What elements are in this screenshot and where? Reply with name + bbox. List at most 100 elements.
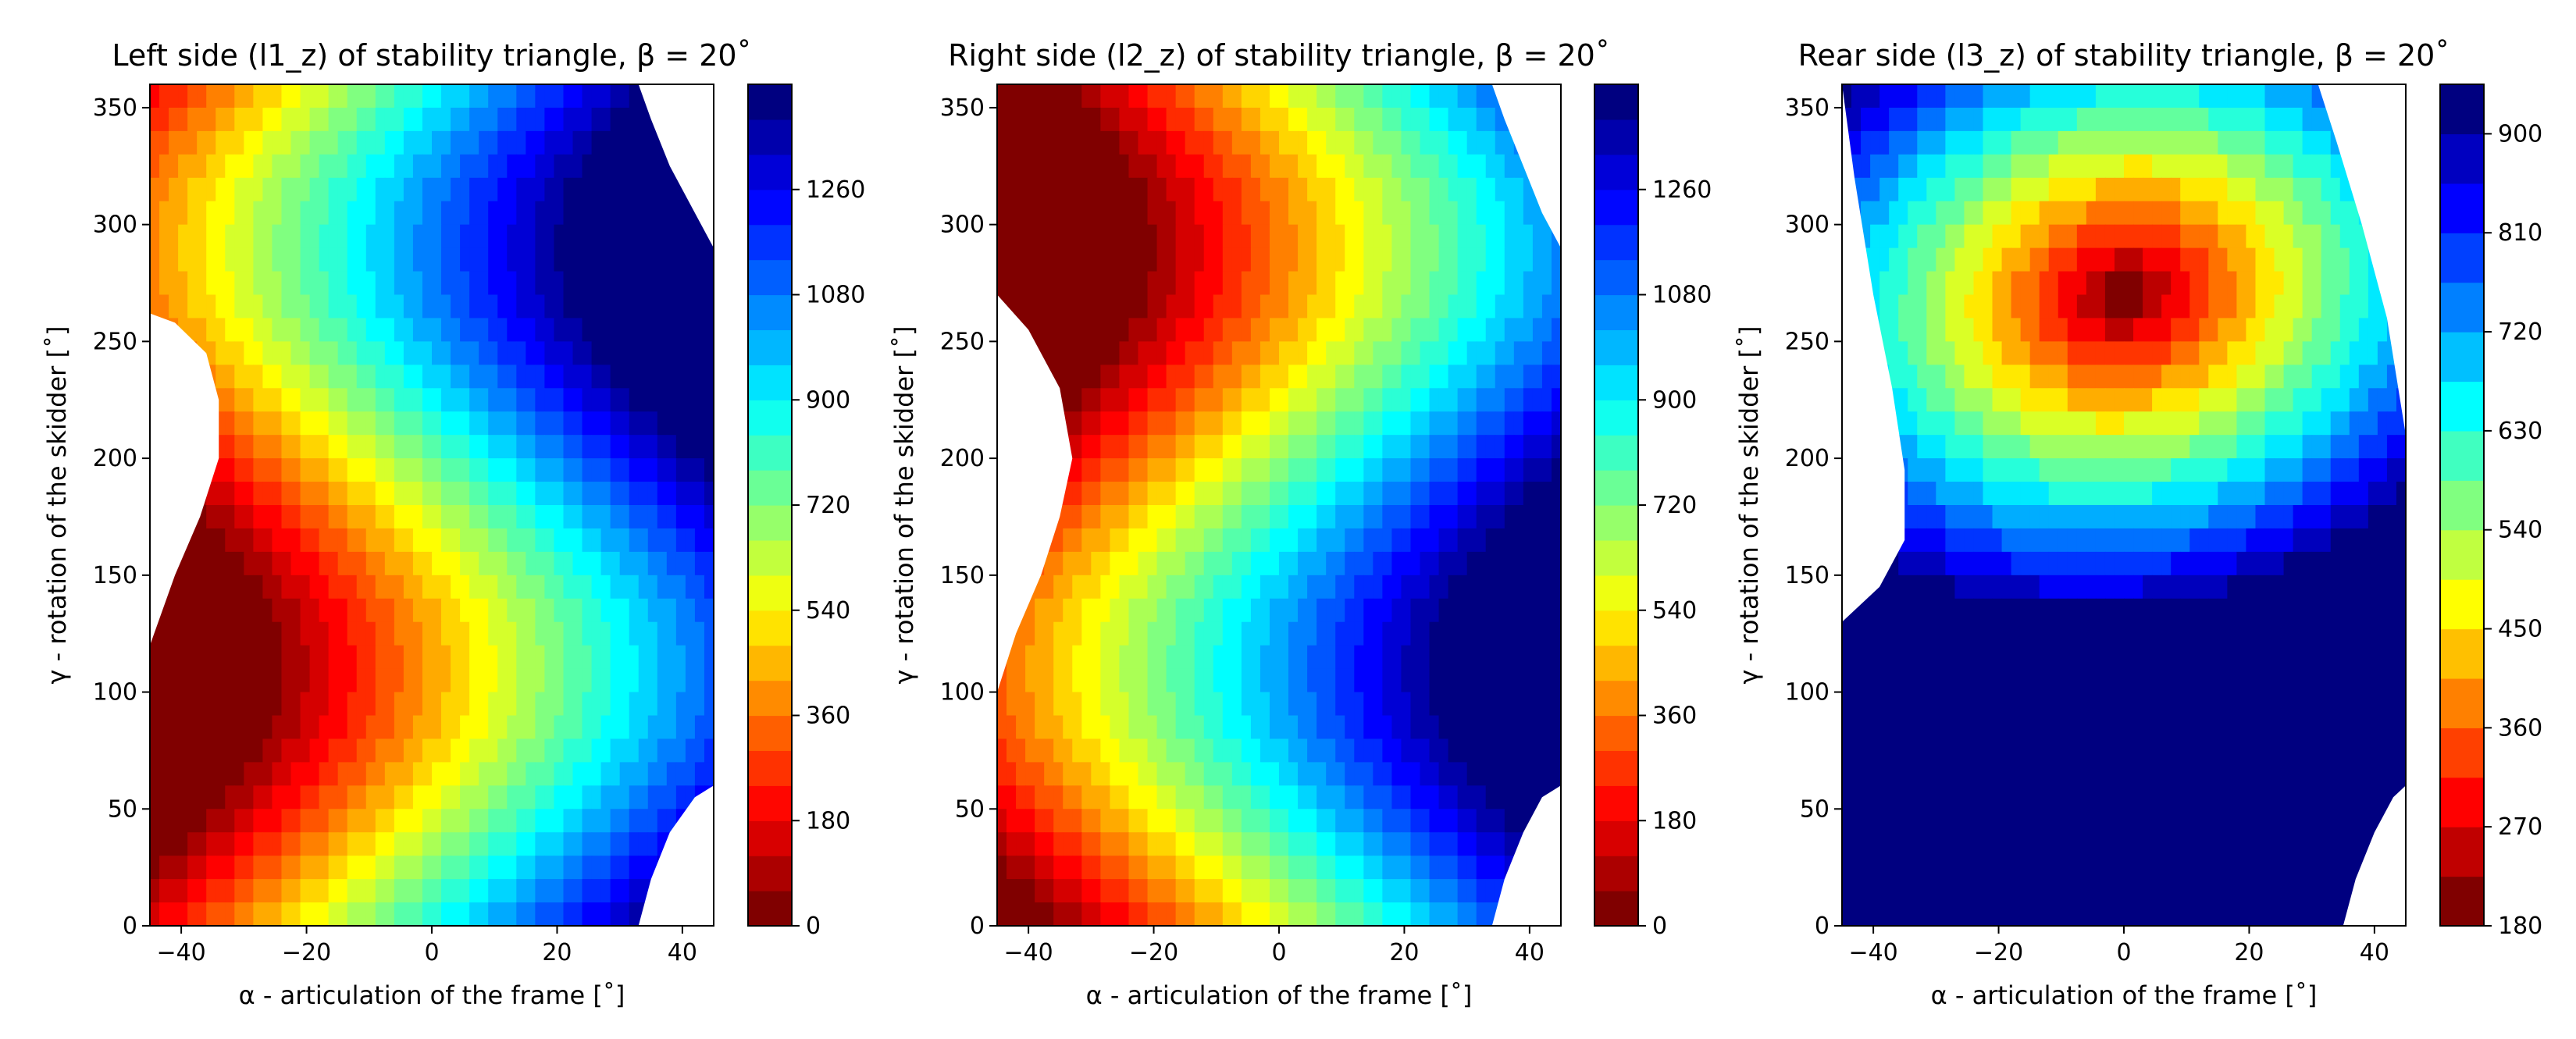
contour-cell [1363,645,1374,670]
contour-cell [1307,177,1317,202]
contour-cell [244,107,254,132]
contour-cell [666,575,677,600]
contour-cell [1401,505,1412,529]
contour-cell [1053,738,1064,763]
contour-cell [666,551,677,576]
contour-cell [2067,201,2078,226]
contour-cell [1363,598,1374,623]
contour-cell [1354,598,1364,623]
contour-cell [1288,621,1299,646]
contour-cell [290,715,301,740]
contour-cell [1091,668,1101,693]
contour-cell [1213,84,1224,109]
contour-cell [1326,856,1336,880]
contour-cell [526,715,536,740]
contour-cell [150,154,160,179]
contour-cell [244,645,254,670]
contour-cell [1194,575,1205,600]
contour-cell [1222,715,1233,740]
contour-cell [600,645,611,670]
contour-cell [412,365,423,389]
contour-cell [1448,692,1459,717]
contour-cell [610,458,621,482]
contour-cell [1259,177,1270,202]
contour-cell [262,575,273,600]
contour-cell [1495,832,1505,856]
contour-cell [1448,224,1459,249]
y-tick-label: 300 [93,212,137,239]
contour-cell [178,575,188,600]
contour-cell [1354,621,1364,646]
contour-cell [1973,201,1984,226]
contour-cell [657,341,668,365]
contour-cell [1926,130,1936,155]
contour-cell [262,785,273,809]
contour-cell [2143,224,2153,249]
contour-cell [1138,621,1149,646]
contour-cell [1382,785,1392,809]
contour-cell [1410,318,1421,342]
contour-cell [451,692,461,717]
contour-cell [1466,177,1477,202]
contour-cell [1345,435,1355,459]
contour-cell [441,365,451,389]
contour-cell [1298,598,1308,623]
contour-cell [1259,482,1270,506]
contour-cell [1861,107,1871,132]
contour-cell [1279,598,1289,623]
contour-cell [187,645,198,670]
contour-cell [1889,177,1899,202]
contour-cell [1466,435,1477,459]
contour-cell [300,84,311,109]
contour-cell [290,154,301,179]
contour-cell [1259,294,1270,319]
contour-cell [600,715,611,740]
contour-cell [526,575,536,600]
contour-cell [619,715,630,740]
contour-cell [619,575,630,600]
contour-cell [507,598,517,623]
contour-cell [647,154,658,179]
contour-cell [1382,645,1392,670]
contour-cell [356,598,367,623]
contour-cell [1504,388,1515,412]
contour-cell [384,856,395,880]
contour-cell [412,318,423,342]
contour-cell [1185,388,1195,412]
contour-cell [1879,107,1890,132]
contour-cell [1532,411,1543,436]
contour-cell [234,458,244,482]
contour-cell [572,738,583,763]
contour-cell [582,879,593,903]
contour-cell [1269,856,1280,880]
contour-cell [1298,551,1308,576]
contour-cell [1072,341,1082,365]
contour-cell [1119,411,1130,436]
contour-cell [619,856,630,880]
contour-cell [384,318,395,342]
contour-cell [1259,832,1270,856]
contour-cell [1138,762,1149,786]
contour-cell [1110,318,1121,342]
contour-cell [178,692,188,717]
contour-cell [281,668,292,693]
contour-cell [1541,294,1552,319]
contour-cell [1495,528,1505,553]
contour-cell [1317,318,1327,342]
contour-cell [479,692,489,717]
contour-cell [206,130,216,155]
contour-cell [610,575,621,600]
contour-cell [2283,84,2294,109]
contour-cell [591,762,602,786]
contour-cell [1438,318,1449,342]
contour-cell [1072,738,1082,763]
contour-cell [432,177,442,202]
contour-cell [1156,715,1167,740]
contour-cell [281,856,292,880]
contour-cell [526,785,536,809]
colorbar-band [1594,505,1638,541]
contour-cell [1889,247,1899,272]
contour-cell [347,505,358,529]
contour-cell [1138,224,1149,249]
contour-cell [1288,435,1299,459]
